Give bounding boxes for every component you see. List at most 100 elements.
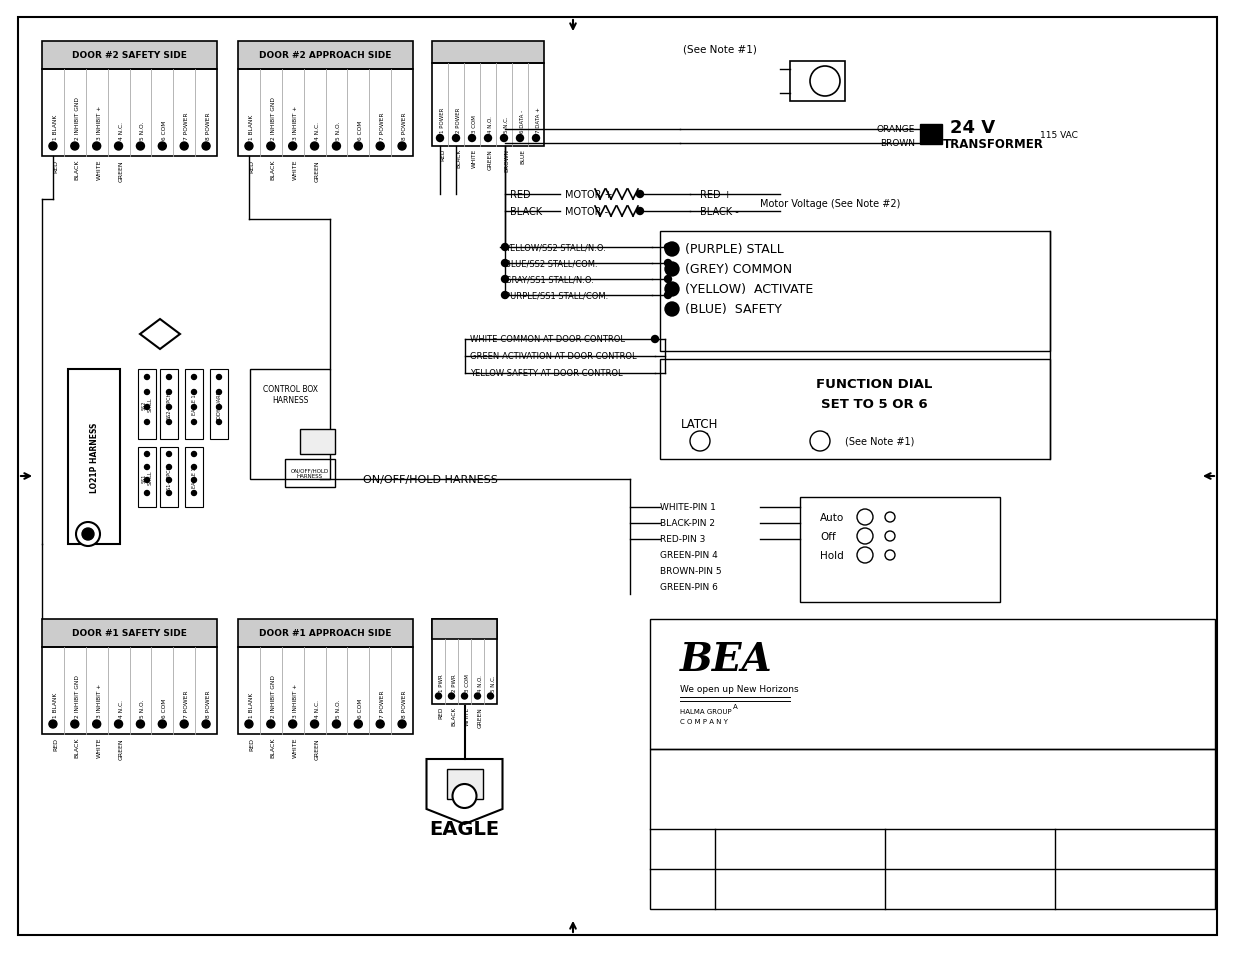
Text: EAGLE: EAGLE — [430, 820, 500, 839]
Circle shape — [144, 405, 149, 410]
Text: BLACK: BLACK — [456, 149, 461, 168]
Bar — [800, 497, 1000, 602]
Text: 6 COM: 6 COM — [162, 120, 167, 140]
Text: 6 COM: 6 COM — [162, 698, 167, 718]
Circle shape — [82, 529, 94, 540]
Text: YELLOW/SS2 STALL/N.O.: YELLOW/SS2 STALL/N.O. — [505, 243, 605, 253]
Circle shape — [136, 143, 144, 151]
Text: BLACK -: BLACK - — [700, 207, 739, 216]
Text: GREEN-PIN 4: GREEN-PIN 4 — [659, 551, 718, 560]
Circle shape — [484, 135, 492, 142]
Text: BLUE/SS2 STALL/COM.: BLUE/SS2 STALL/COM. — [505, 259, 598, 268]
Circle shape — [191, 478, 196, 483]
Text: DOOR #1 SAFETY SIDE: DOOR #1 SAFETY SIDE — [72, 629, 186, 638]
Text: EAGLE 1: EAGLE 1 — [191, 395, 196, 415]
Circle shape — [690, 432, 710, 452]
Bar — [659, 232, 1050, 352]
Text: FUNCTION DIAL: FUNCTION DIAL — [816, 378, 932, 391]
Bar — [238, 647, 412, 734]
Circle shape — [664, 276, 672, 283]
Circle shape — [144, 452, 149, 457]
Text: Motor Voltage (See Note #2): Motor Voltage (See Note #2) — [760, 199, 900, 209]
Text: GREEN: GREEN — [315, 738, 320, 759]
Bar — [138, 448, 156, 507]
Bar — [185, 370, 203, 439]
Text: SS2
STALL: SS2 STALL — [142, 397, 152, 412]
Circle shape — [245, 720, 253, 728]
Circle shape — [191, 452, 196, 457]
Circle shape — [664, 263, 679, 276]
Bar — [432, 42, 543, 64]
Text: BLACK: BLACK — [510, 207, 542, 216]
Bar — [238, 619, 412, 647]
Circle shape — [70, 720, 79, 728]
Circle shape — [93, 720, 101, 728]
Circle shape — [664, 244, 672, 252]
Circle shape — [488, 693, 494, 700]
Bar — [432, 619, 496, 639]
Text: RED: RED — [510, 190, 531, 200]
Text: 2 INHIBIT GND: 2 INHIBIT GND — [75, 675, 80, 718]
Circle shape — [354, 720, 362, 728]
Circle shape — [664, 283, 679, 296]
Text: CONTROL BOX
HARNESS: CONTROL BOX HARNESS — [263, 385, 317, 404]
Circle shape — [664, 303, 679, 316]
Circle shape — [216, 375, 221, 380]
Text: SS1
STALL: SS1 STALL — [142, 470, 152, 485]
Text: 2 INHIBIT GND: 2 INHIBIT GND — [270, 97, 275, 140]
Text: 1 BLANK: 1 BLANK — [53, 692, 58, 718]
Circle shape — [167, 405, 172, 410]
Circle shape — [468, 135, 475, 142]
Circle shape — [452, 784, 477, 808]
Bar — [161, 370, 178, 439]
Text: (GREY) COMMON: (GREY) COMMON — [685, 263, 792, 276]
Bar — [650, 619, 1215, 749]
Circle shape — [377, 143, 384, 151]
Circle shape — [516, 135, 524, 142]
Circle shape — [49, 143, 57, 151]
Circle shape — [398, 720, 406, 728]
Text: WHITE: WHITE — [96, 160, 101, 180]
Circle shape — [810, 67, 840, 97]
Text: 4 N.O.: 4 N.O. — [488, 116, 493, 132]
Text: 4 N.C.: 4 N.C. — [315, 700, 320, 718]
Text: WHITE-COMMON AT DOOR CONTROL: WHITE-COMMON AT DOOR CONTROL — [471, 335, 625, 344]
Circle shape — [180, 720, 188, 728]
Bar — [42, 42, 217, 70]
Text: EAGLE 1: EAGLE 1 — [191, 467, 196, 488]
Bar — [238, 42, 412, 70]
Text: BLUE: BLUE — [520, 149, 525, 164]
Circle shape — [885, 513, 895, 522]
Text: C O M P A N Y: C O M P A N Y — [680, 719, 727, 724]
Text: 5 N.C.: 5 N.C. — [490, 675, 495, 691]
Text: 1 BLANK: 1 BLANK — [249, 114, 254, 140]
Text: HALMA GROUP: HALMA GROUP — [680, 708, 731, 714]
Circle shape — [49, 720, 57, 728]
Circle shape — [191, 405, 196, 410]
Text: DOOR #2 APPROACH SIDE: DOOR #2 APPROACH SIDE — [259, 51, 391, 60]
Text: 115 VAC: 115 VAC — [1040, 132, 1078, 140]
Text: WHITE: WHITE — [472, 149, 477, 168]
Text: 8 POWER: 8 POWER — [403, 112, 408, 140]
Text: WHITE: WHITE — [293, 738, 298, 758]
Text: 1 PWR: 1 PWR — [438, 674, 443, 691]
Circle shape — [167, 465, 172, 470]
Text: DOOR #1 APPROACH SIDE: DOOR #1 APPROACH SIDE — [259, 629, 391, 638]
Circle shape — [115, 143, 122, 151]
Circle shape — [501, 260, 509, 267]
Text: 3 INHIBIT +: 3 INHIBIT + — [293, 106, 298, 140]
Circle shape — [636, 209, 643, 215]
Text: 4 N.O.: 4 N.O. — [478, 675, 483, 691]
Circle shape — [332, 720, 341, 728]
Bar — [790, 62, 845, 102]
Text: GREEN-ACTIVATION AT DOOR CONTROL: GREEN-ACTIVATION AT DOOR CONTROL — [471, 352, 636, 361]
Circle shape — [167, 420, 172, 425]
Text: 6 COM: 6 COM — [358, 120, 363, 140]
Circle shape — [436, 135, 443, 142]
Text: 7 POWER: 7 POWER — [380, 112, 385, 140]
Text: ON/OFF/HOLD
HARNESS: ON/OFF/HOLD HARNESS — [291, 468, 329, 479]
Circle shape — [664, 293, 672, 299]
Bar — [68, 370, 120, 544]
Circle shape — [857, 529, 873, 544]
Text: RED-PIN 3: RED-PIN 3 — [659, 535, 705, 544]
